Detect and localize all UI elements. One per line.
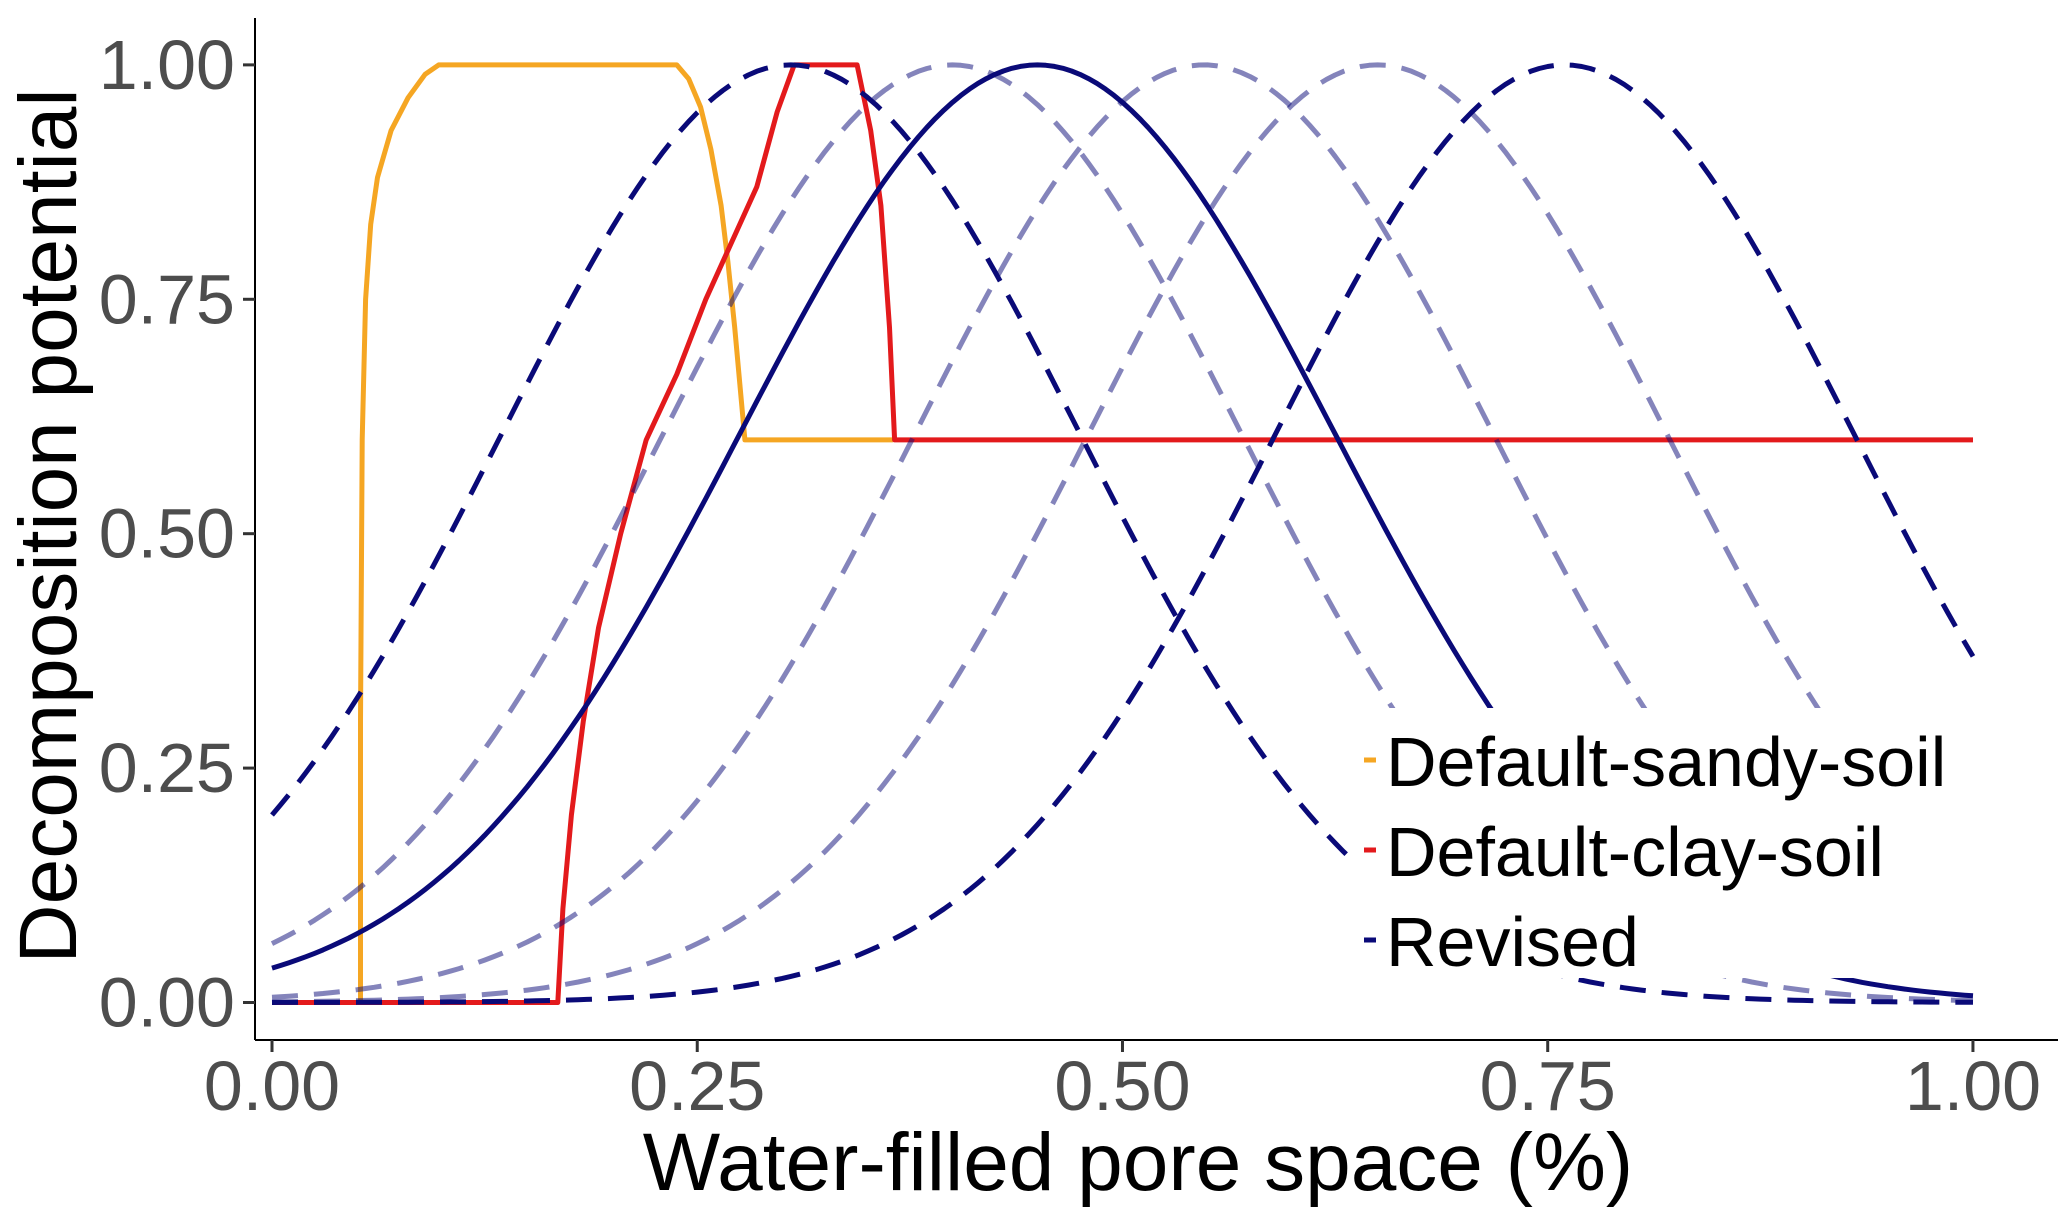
x-tick-label: 0.75	[1480, 1047, 1616, 1125]
series-line-revised-3	[270, 62, 1974, 1005]
y-tick-label: 0.00	[99, 963, 235, 1041]
legend-background	[1356, 708, 2056, 978]
x-tick-label: 0.00	[204, 1047, 340, 1125]
x-tick-label: 0.25	[629, 1047, 765, 1125]
y-tick-label: 1.00	[99, 26, 235, 104]
legend-label-2: Default-clay-soil	[1386, 813, 1884, 891]
x-axis-title: Water-filled pore space (%)	[643, 1117, 1633, 1208]
series-line-revised-5	[270, 62, 1974, 1004]
x-tick-label: 0.50	[1054, 1047, 1190, 1125]
legend-label-3: Revised	[1386, 903, 1639, 981]
legend-label-1: Default-sandy-soil	[1386, 723, 1946, 801]
series-line-revised-7	[271, 62, 1975, 1005]
y-tick-label: 0.75	[99, 260, 235, 338]
y-tick-label: 0.50	[99, 495, 235, 573]
series-line-default-sandy-soil-0	[272, 62, 893, 1005]
series-line-revised-4	[271, 62, 1976, 1005]
y-tick-label: 0.25	[99, 729, 235, 807]
y-axis-title: Decomposition potential	[3, 88, 94, 963]
x-tick-label: 1.00	[1905, 1047, 2041, 1125]
legend: Default-sandy-soil Default-clay-soil Revis…	[1364, 723, 1946, 981]
series-layer	[270, 62, 1976, 1005]
axes: 0.00 0.25 0.50 0.75 1.00 0.00 0.25 0.50 0.75 1.00	[99, 18, 2058, 1125]
series-line-default-clay-soil-1	[272, 62, 1973, 1005]
